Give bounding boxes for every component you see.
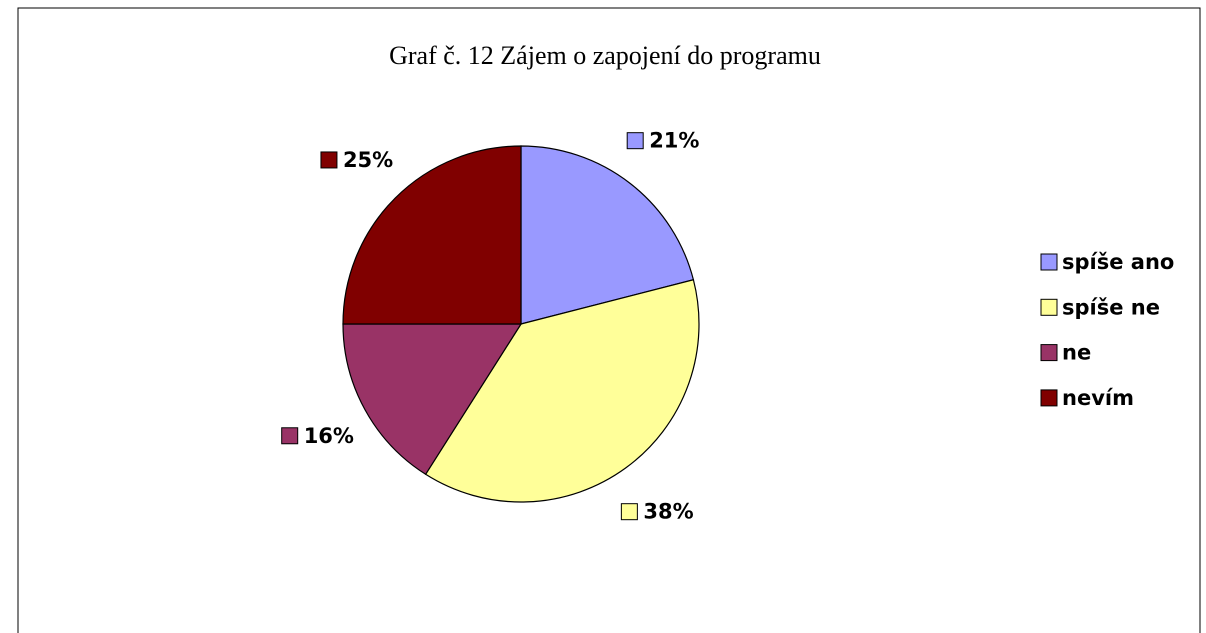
- chart-title: Graf č. 12 Zájem o zapojení do programu: [389, 41, 821, 70]
- legend-key: [1040, 389, 1058, 407]
- data-label: 38%: [643, 500, 693, 524]
- data-label-key: [620, 503, 638, 521]
- data-label-key: [626, 132, 644, 150]
- legend-label: spíše ano: [1062, 250, 1174, 274]
- pie-slice: [424, 279, 700, 503]
- legend-key: [1040, 253, 1058, 271]
- legend-label: ne: [1062, 341, 1091, 365]
- legend-key: [1040, 298, 1058, 316]
- legend-label: nevím: [1062, 386, 1134, 410]
- data-label: 25%: [343, 148, 393, 172]
- legend-label: spíše ne: [1062, 295, 1160, 319]
- legend-key: [1040, 344, 1058, 362]
- data-label-key: [281, 427, 299, 445]
- data-label: 21%: [649, 129, 699, 153]
- pie-slice: [520, 145, 695, 325]
- data-label: 16%: [304, 424, 354, 448]
- pie-slice: [342, 145, 522, 325]
- data-label-key: [320, 151, 338, 169]
- pie-slice: [342, 323, 523, 476]
